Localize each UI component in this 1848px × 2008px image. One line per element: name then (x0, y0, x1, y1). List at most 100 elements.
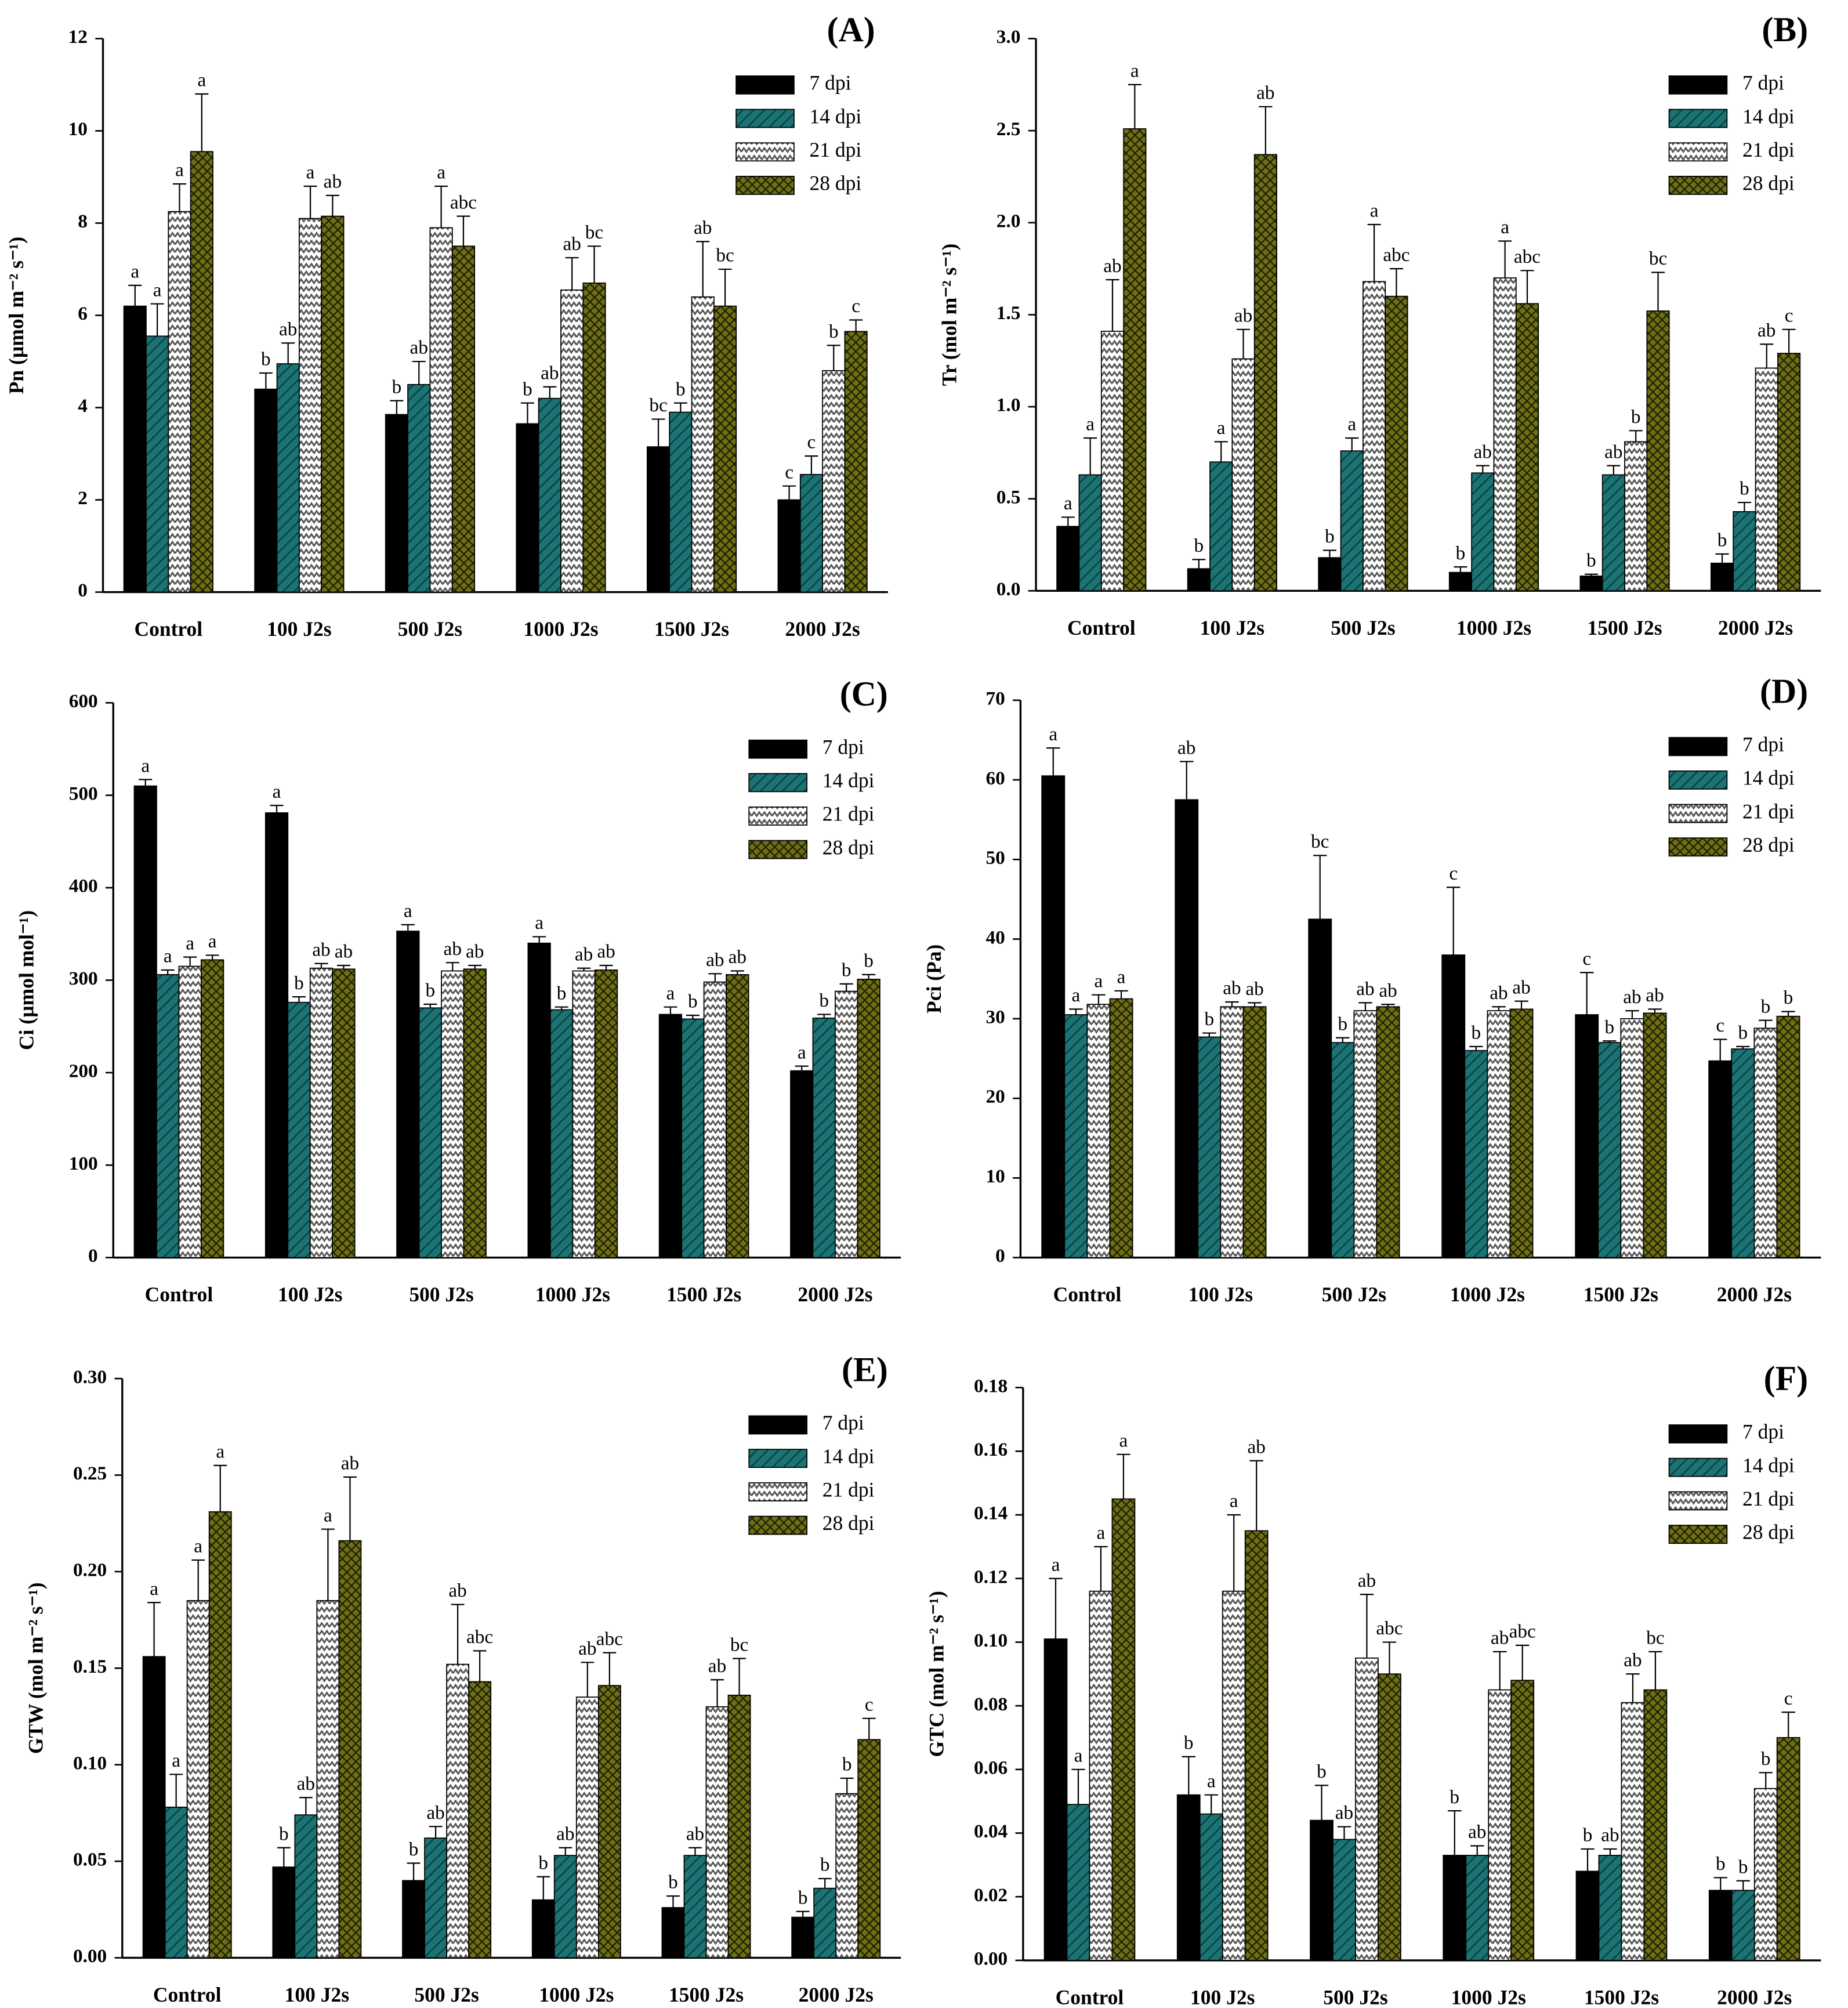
significance-letter: ab (1624, 1649, 1642, 1671)
bar (287, 1001, 311, 1258)
bar (178, 965, 202, 1258)
bar (1376, 1006, 1400, 1258)
bar (705, 1706, 729, 1959)
significance-letter: b (1583, 1825, 1593, 1846)
significance-letter: a (1119, 1430, 1128, 1452)
legend-label: 14 dpi (1742, 104, 1795, 128)
significance-letter: ab (279, 319, 297, 340)
error-bar (401, 924, 415, 931)
error-bar (1094, 1546, 1108, 1591)
bar (516, 423, 539, 593)
x-tick-label: 100 J2s (1188, 1283, 1253, 1306)
x-tick-label: Control (1067, 616, 1136, 639)
error-bar (1603, 1040, 1617, 1043)
bar (294, 1814, 318, 1959)
legend-swatch (1668, 1491, 1728, 1511)
bar (844, 331, 868, 593)
significance-letter: ab (1604, 441, 1622, 462)
panel-label: (E) (842, 1351, 888, 1389)
bar (1242, 1006, 1267, 1258)
bar (658, 1014, 683, 1258)
error-bar (195, 93, 209, 152)
bar (1598, 1855, 1622, 1961)
error-bar (277, 1847, 291, 1868)
significance-letter: a (1095, 970, 1103, 992)
significance-letter: a (141, 755, 150, 776)
significance-letter: bc (649, 395, 667, 416)
significance-letter: a (1130, 60, 1139, 82)
bar (272, 1866, 296, 1959)
y-tick-label: 0.00 (73, 1945, 107, 1967)
significance-letter: a (1207, 1770, 1216, 1792)
y-tick-label: 0.5 (997, 486, 1021, 508)
legend-swatch (748, 773, 807, 793)
legend-label: 14 dpi (822, 1445, 875, 1468)
significance-letter: ab (541, 362, 559, 383)
error-bar (281, 342, 295, 364)
legend-swatch (1668, 1424, 1728, 1443)
error-bar (1214, 441, 1228, 462)
bar (1041, 775, 1066, 1258)
bar (1755, 367, 1778, 592)
bar (1515, 303, 1539, 592)
significance-letter: b (864, 950, 874, 972)
y-tick-label: 1.5 (997, 302, 1021, 324)
error-bar (445, 962, 459, 971)
legend-swatch (735, 142, 795, 162)
bar (1187, 568, 1211, 592)
bar (1621, 1702, 1645, 1961)
bar (726, 974, 749, 1258)
error-bar (782, 485, 796, 500)
y-tick-label: 0.02 (974, 1884, 1008, 1906)
error-bar (1760, 343, 1774, 368)
significance-letter: a (306, 162, 315, 183)
error-bar (270, 805, 284, 813)
bar (597, 1685, 621, 1959)
legend-swatch (1668, 75, 1728, 95)
bar (572, 970, 596, 1258)
bar (396, 931, 420, 1258)
y-tick-label: 0 (995, 1245, 1005, 1267)
significance-letter: ab (575, 943, 593, 965)
bar (1509, 1008, 1534, 1258)
legend-swatch (748, 739, 807, 759)
error-bar (818, 1877, 832, 1888)
error-bar (1607, 465, 1621, 475)
legend-label: 14 dpi (822, 769, 875, 792)
error-bar (1520, 270, 1534, 304)
bar (201, 959, 224, 1258)
bar (691, 296, 715, 593)
bar (1579, 576, 1603, 592)
bar (1332, 1839, 1356, 1961)
error-bar (303, 185, 317, 219)
x-tick-label: 1000 J2s (523, 617, 598, 641)
legend-swatch (1668, 142, 1728, 162)
bar (835, 1793, 859, 1959)
bar (812, 1017, 836, 1258)
bar (1777, 353, 1801, 592)
error-bar (128, 284, 142, 306)
legend-swatch (748, 840, 807, 859)
significance-letter: abc (596, 1628, 623, 1649)
error-bar (796, 1911, 810, 1917)
significance-letter: ab (1234, 305, 1252, 327)
bar (1624, 441, 1648, 592)
bar (1601, 474, 1625, 592)
x-tick-label: 1000 J2s (539, 1983, 614, 2006)
error-bar (555, 1006, 568, 1010)
bar (1064, 1014, 1088, 1258)
significance-letter: ab (729, 946, 747, 968)
bar (1176, 1794, 1201, 1961)
error-bar (1337, 1826, 1351, 1840)
y-tick-label: 70 (986, 688, 1005, 710)
x-tick-label: 2000 J2s (798, 1283, 872, 1306)
significance-letter: b (1194, 535, 1204, 556)
bar (1253, 154, 1277, 592)
y-tick-label: 600 (69, 690, 98, 712)
error-bar (139, 779, 153, 786)
legend-label: 7 dpi (1742, 733, 1784, 756)
error-bar (473, 1650, 487, 1682)
significance-letter: a (324, 1504, 332, 1526)
significance-letter: ab (1512, 976, 1530, 998)
bar (1222, 1590, 1246, 1961)
